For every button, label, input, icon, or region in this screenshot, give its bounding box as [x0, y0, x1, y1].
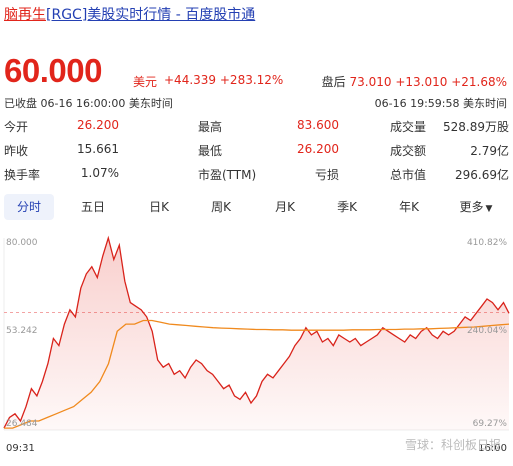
y-axis-mid-label: 53.242	[6, 326, 38, 336]
stat-label: 成交量	[390, 120, 427, 134]
current-price: 60.000	[4, 52, 102, 89]
tab-intraday[interactable]: 分时	[4, 194, 54, 220]
stats-panel: 今开 26.200 最高 83.600 成交量 528.89万股 昨收 15.6…	[4, 118, 509, 190]
stat-value: 26.200	[297, 142, 339, 156]
y-axis-right-bottom-label: 69.27%	[472, 419, 507, 429]
average-line	[4, 319, 510, 429]
tab-quarterly-k[interactable]: 季K	[337, 200, 357, 214]
stat-label: 昨收	[4, 144, 29, 158]
stats-row: 换手率 1.07% 市盈(TTM) 亏损 总市值 296.69亿	[4, 166, 509, 190]
tab-yearly-k[interactable]: 年K	[399, 200, 419, 214]
stats-row: 昨收 15.661 最低 26.200 成交额 2.79亿	[4, 142, 509, 166]
tab-more-label: 更多	[459, 200, 484, 214]
y-axis-right-mid-label: 240.04%	[466, 326, 507, 336]
stat-value: 26.200	[77, 118, 119, 132]
stat-value: 2.79亿	[470, 144, 509, 158]
price-change: +44.339 +283.12%	[164, 73, 283, 87]
after-hours-label: 盘后	[321, 75, 346, 89]
stat-value: 15.661	[77, 142, 119, 156]
stat-label: 市盈(TTM)	[198, 168, 257, 182]
stat-label: 最高	[198, 120, 223, 134]
currency-unit: 美元	[133, 75, 158, 89]
stat-label: 最低	[198, 144, 223, 158]
chart-period-tabs: 分时 五日 日K 周K 月K 季K 年K 更多 ▼	[4, 194, 509, 220]
intraday-chart[interactable]: 80.000 53.242 26.484 410.82% 240.04% 69.…	[0, 228, 513, 462]
after-hours-percent: +21.68%	[451, 75, 507, 89]
change-value: +44.339	[164, 73, 217, 87]
y-axis-bottom-label: 26.484	[6, 419, 38, 429]
tab-five-day[interactable]: 五日	[80, 200, 105, 214]
tab-daily-k[interactable]: 日K	[149, 200, 169, 214]
y-axis-right-top-label: 410.82%	[466, 238, 507, 248]
stat-value: 83.600	[297, 118, 339, 132]
stat-label: 今开	[4, 120, 29, 134]
title-rest[interactable]: [RGC]美股实时行情 - 百度股市通	[46, 7, 256, 23]
after-hours-price: 73.010	[349, 75, 392, 89]
stat-value: 1.07%	[80, 166, 119, 180]
tab-more[interactable]: 更多 ▼	[448, 194, 504, 220]
tab-weekly-k[interactable]: 周K	[211, 200, 231, 214]
chevron-down-icon: ▼	[485, 204, 493, 214]
x-axis-start-label: 09:31	[6, 443, 35, 454]
stat-value: 296.69亿	[455, 168, 509, 182]
stats-row: 今开 26.200 最高 83.600 成交量 528.89万股	[4, 118, 509, 142]
watermark: 雪球：科创板日报	[404, 438, 501, 452]
stat-value: 亏损	[314, 168, 339, 182]
stat-label: 总市值	[390, 168, 427, 182]
y-axis-top-label: 80.000	[6, 238, 38, 248]
price-area	[4, 238, 509, 430]
after-hours-time: 06-16 19:59:58 美东时间	[374, 97, 507, 110]
after-hours-change: +13.010	[395, 75, 448, 89]
change-percent: +283.12%	[219, 73, 284, 87]
after-hours-quote: 盘后 73.010 +13.010 +21.68%	[322, 73, 507, 90]
chart-svg	[3, 235, 510, 431]
stat-label: 成交额	[390, 144, 427, 158]
stock-name[interactable]: 脑再生	[4, 7, 46, 23]
market-status: 已收盘 06-16 16:00:00 美东时间	[4, 97, 173, 110]
tab-monthly-k[interactable]: 月K	[275, 200, 295, 214]
stat-label: 换手率	[4, 168, 41, 182]
page-title[interactable]: 脑再生[RGC]美股实时行情 - 百度股市通	[4, 4, 255, 24]
x-axis-end-label: 16:00	[478, 443, 507, 454]
stat-value: 528.89万股	[443, 120, 509, 134]
